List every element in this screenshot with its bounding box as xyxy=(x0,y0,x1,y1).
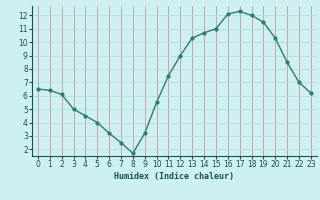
X-axis label: Humidex (Indice chaleur): Humidex (Indice chaleur) xyxy=(115,172,234,181)
